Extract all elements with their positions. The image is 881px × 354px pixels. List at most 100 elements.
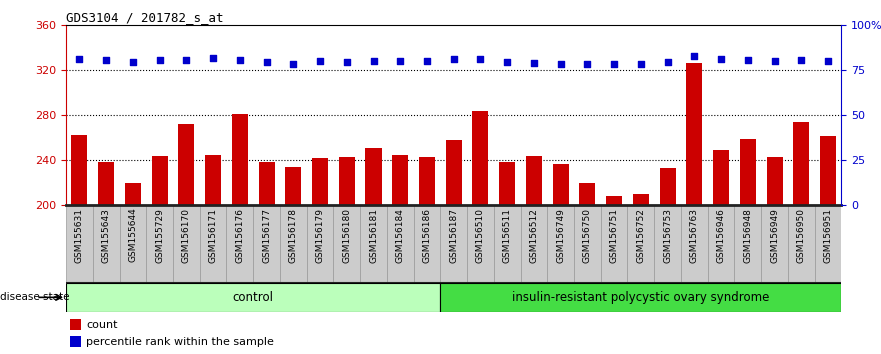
Text: GSM156187: GSM156187 [449,208,458,263]
Bar [360,205,387,283]
Text: control: control [233,291,274,304]
Bar [339,157,355,205]
Bar [71,135,87,205]
Text: GSM156179: GSM156179 [315,208,324,263]
Bar [93,205,120,283]
Text: GSM156763: GSM156763 [690,208,699,263]
Bar [419,157,435,205]
Bar [627,205,655,283]
Bar [660,168,676,205]
Text: GSM156177: GSM156177 [262,208,271,263]
Text: GSM156749: GSM156749 [556,208,565,263]
Bar [552,164,568,205]
Point [687,53,701,59]
Text: GSM155644: GSM155644 [129,208,137,262]
Bar [740,139,756,205]
Text: percentile rank within the sample: percentile rank within the sample [86,337,274,347]
Point [206,55,220,60]
Point [447,56,461,62]
Text: insulin-resistant polycystic ovary syndrome: insulin-resistant polycystic ovary syndr… [512,291,769,304]
Bar [258,162,275,205]
Point [420,58,434,64]
Text: GSM156753: GSM156753 [663,208,672,263]
Bar [440,205,467,283]
Bar [200,205,226,283]
Point [661,59,675,65]
Point [527,60,541,66]
Bar [766,157,782,205]
Bar [333,205,360,283]
Text: GSM156181: GSM156181 [369,208,378,263]
Text: GSM156511: GSM156511 [503,208,512,263]
Bar [500,162,515,205]
Bar [205,155,221,205]
Bar [392,155,408,205]
Text: GSM156751: GSM156751 [610,208,618,263]
Point [821,58,835,64]
Bar [467,205,494,283]
Bar [815,205,841,283]
Point [633,62,648,67]
Bar [521,205,547,283]
Bar [761,205,788,283]
Text: GSM156176: GSM156176 [235,208,244,263]
Bar [655,205,681,283]
Bar [253,205,280,283]
Bar [606,196,622,205]
Bar [574,205,601,283]
Point [152,57,167,63]
Text: GSM156186: GSM156186 [423,208,432,263]
Bar [152,156,167,205]
Bar [173,205,200,283]
Bar [686,63,702,205]
Bar [285,167,301,205]
Text: GDS3104 / 201782_s_at: GDS3104 / 201782_s_at [66,11,224,24]
Bar [307,205,333,283]
Text: disease state: disease state [0,292,70,302]
Bar [713,150,729,205]
Point [126,59,140,65]
Point [393,58,407,64]
Text: GSM155631: GSM155631 [75,208,84,263]
Bar [735,205,761,283]
Point [286,62,300,67]
Text: GSM155643: GSM155643 [101,208,111,263]
Bar [494,205,521,283]
Text: GSM155729: GSM155729 [155,208,164,263]
Text: GSM156170: GSM156170 [181,208,191,263]
Bar [280,205,307,283]
Bar [601,205,627,283]
Bar [120,205,146,283]
Point [581,62,595,67]
Text: GSM156948: GSM156948 [744,208,752,263]
Point [473,56,487,62]
Bar [178,124,195,205]
Point [714,56,728,62]
Bar [70,319,81,330]
Text: GSM156951: GSM156951 [824,208,833,263]
Point [233,57,247,63]
Point [260,59,274,65]
Point [366,58,381,64]
Point [607,62,621,67]
Text: count: count [86,320,117,330]
Text: GSM156752: GSM156752 [636,208,646,263]
Bar [681,205,707,283]
Bar [98,162,115,205]
Point [100,57,114,63]
Bar [66,205,93,283]
Text: GSM156950: GSM156950 [796,208,806,263]
Point [553,62,567,67]
Bar [226,205,253,283]
Bar [633,194,649,205]
Bar [547,205,574,283]
Point [313,58,327,64]
Point [180,57,194,63]
Text: GSM156171: GSM156171 [209,208,218,263]
Bar [793,122,810,205]
Text: GSM156750: GSM156750 [583,208,592,263]
Point [767,58,781,64]
Bar [387,205,413,283]
Text: GSM156178: GSM156178 [289,208,298,263]
Bar [146,205,173,283]
